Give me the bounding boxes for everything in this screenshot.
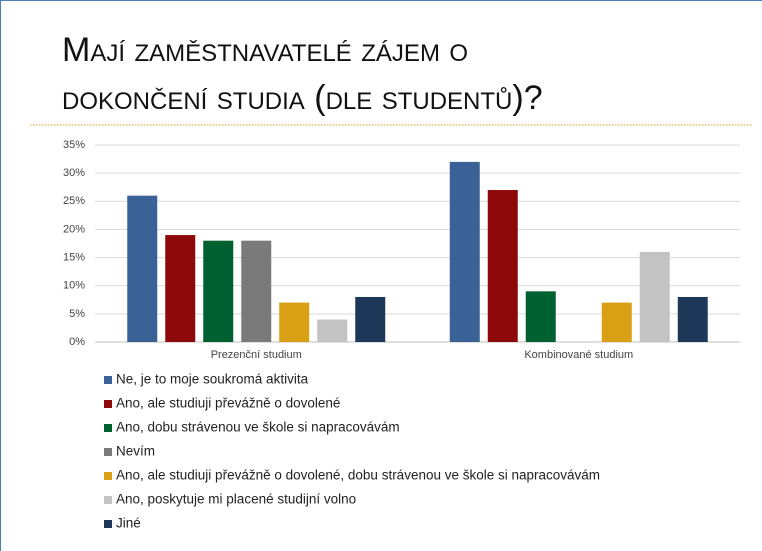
legend-swatch <box>104 496 112 504</box>
y-tick-label: 10% <box>63 280 85 292</box>
bar <box>601 302 632 342</box>
x-tick-label: Kombinované studium <box>524 349 633 361</box>
legend-swatch <box>104 424 112 432</box>
legend-label: Ano, ale studiuji převážně o dovolené <box>116 396 340 411</box>
y-tick-label: 25% <box>63 195 85 207</box>
y-tick-label: 20% <box>63 223 85 235</box>
legend-swatch <box>104 400 112 408</box>
y-tick-label: 5% <box>69 308 85 320</box>
y-tick-label: 30% <box>63 167 85 179</box>
legend-swatch <box>104 520 112 528</box>
x-tick-label: Prezenční studium <box>211 349 302 361</box>
title-line: dokončení studia (dle studentů)? <box>62 79 543 117</box>
legend-label: Ano, poskytuje mi placené studijní volno <box>116 492 356 507</box>
y-tick-label: 0% <box>69 336 85 348</box>
bar <box>355 296 386 342</box>
legend-swatch <box>104 376 112 384</box>
bar <box>487 190 518 342</box>
legend-label: Ano, dobu strávenou ve škole si napracov… <box>116 420 400 435</box>
bar <box>449 161 480 342</box>
bar <box>165 235 196 342</box>
bar <box>677 296 708 342</box>
title-line: Mají zaměstnavatelé zájem o <box>62 31 468 69</box>
bar <box>127 195 158 342</box>
legend-label: Jiné <box>116 516 141 531</box>
legend-swatch <box>104 448 112 456</box>
bar <box>241 240 272 342</box>
y-tick-label: 35% <box>63 139 85 151</box>
bar <box>639 251 670 342</box>
legend-swatch <box>104 472 112 480</box>
legend-label: Ano, ale studiuji převážně o dovolené, d… <box>116 468 600 483</box>
bar <box>279 302 310 342</box>
legend-label: Ne, je to moje soukromá aktivita <box>116 372 309 387</box>
legend-label: Nevím <box>116 444 155 459</box>
bar <box>525 291 556 342</box>
bar <box>203 240 234 342</box>
bar <box>317 319 348 342</box>
y-tick-label: 15% <box>63 251 85 263</box>
